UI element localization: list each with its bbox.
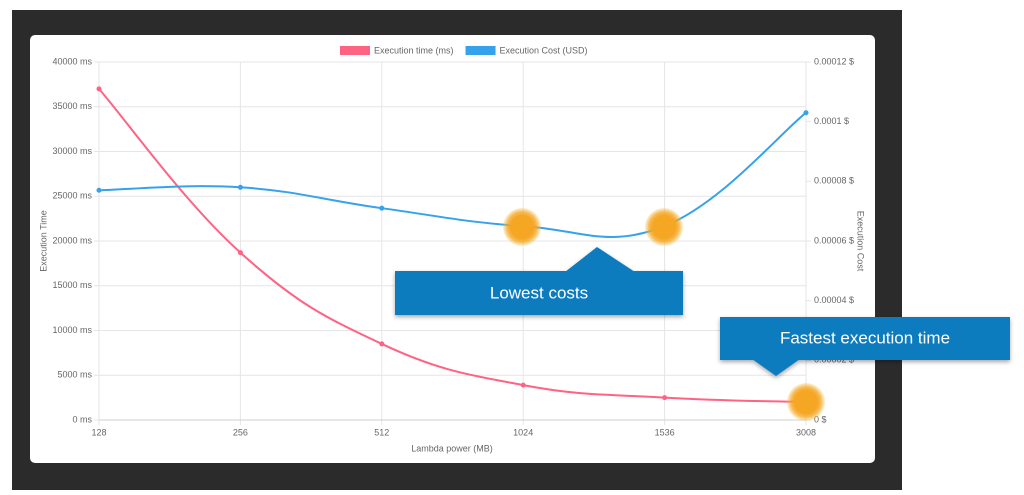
legend-swatch [465,46,496,55]
x-tick-label: 128 [91,427,106,437]
y-axis-title: Execution Time [38,210,48,272]
callout [720,317,1010,376]
point [520,382,526,388]
overlay: Lowest costs Fastest execution time [395,208,1010,421]
point [803,110,809,116]
y2-tick-label: 0.0001 $ [814,116,849,126]
legend-label: Execution Cost (USD) [500,45,588,55]
point [237,250,243,256]
point [379,205,385,211]
x-tick-label: 1536 [655,427,675,437]
callout-text: Lowest costs [490,283,588,302]
y-tick-label: 20000 ms [52,235,92,245]
y-tick-label: 5000 ms [57,370,92,380]
y-tick-label: 40000 ms [52,56,92,66]
callout-text: Fastest execution time [780,328,950,347]
legend-label: Execution time (ms) [374,45,454,55]
series-line [98,88,807,404]
callout [395,247,683,315]
y2-tick-label: 0 $ [814,414,827,424]
highlight [503,208,541,246]
callout-box [720,317,1010,360]
x-tick-label: 256 [233,427,248,437]
y-tick-label: 10000 ms [52,325,92,335]
y2-axis-title: Execution Cost [856,211,866,272]
legend-swatch [340,46,370,55]
point [96,86,102,92]
y2-tick-label: 0.00006 $ [814,235,854,245]
y-tick-label: 15000 ms [52,280,92,290]
highlight [787,383,825,421]
y2-tick-label: 0.00008 $ [814,176,854,186]
card [30,35,875,463]
callout-pointer [565,247,635,272]
callout-pointer [752,359,800,376]
y-tick-label: 30000 ms [52,146,92,156]
point [237,184,243,190]
y2-tick-label: 0.00004 $ [814,295,854,305]
point [96,187,102,193]
y2-tick-label: 0.00012 $ [814,56,854,66]
series-line [98,111,807,238]
callout-box [395,271,683,315]
x-tick-label: 3008 [796,427,816,437]
y-tick-label: 0 ms [72,414,92,424]
x-tick-label: 512 [374,427,389,437]
y-tick-label: 35000 ms [52,101,92,111]
x-tick-label: 1024 [513,427,533,437]
y-tick-label: 25000 ms [52,191,92,201]
point [662,395,668,401]
highlight [645,208,683,246]
point [379,341,385,347]
x-axis-title: Lambda power (MB) [411,443,493,453]
